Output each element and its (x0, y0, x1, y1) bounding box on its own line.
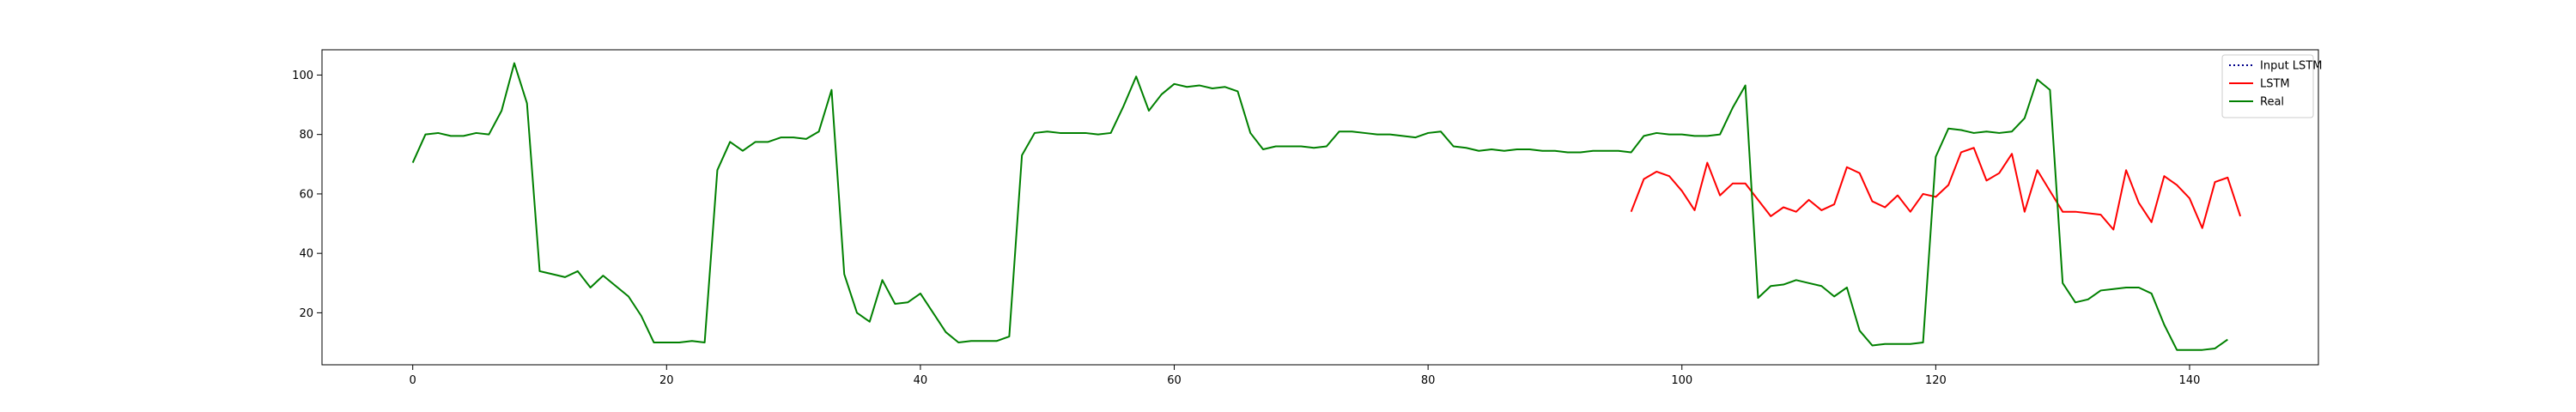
legend-label-real: Real (2260, 96, 2284, 109)
legend-label-lstm: LSTM (2260, 78, 2290, 91)
x-tick-label: 120 (1925, 374, 1947, 387)
x-tick-label: 80 (1421, 374, 1436, 387)
y-tick-label: 40 (299, 248, 313, 261)
x-tick-label: 100 (1671, 374, 1692, 387)
plot-area (322, 50, 2318, 365)
x-tick-label: 20 (659, 374, 674, 387)
legend-label-input-lstm: Input LSTM (2260, 60, 2322, 73)
y-tick-label: 60 (299, 188, 313, 201)
plot-frame (321, 49, 2319, 366)
x-tick-label: 140 (2179, 374, 2201, 387)
series-line-lstm (1630, 147, 2242, 231)
series-layer (411, 62, 2242, 351)
axes-layer: 0 20 40 60 80 100 120 140 20 40 60 80 100 (292, 70, 2200, 387)
x-tick-label: 0 (410, 374, 416, 387)
y-tick-label: 80 (299, 129, 313, 142)
y-tick-label: 100 (292, 70, 313, 82)
legend: Input LSTM LSTM Real (2221, 54, 2322, 118)
y-tick-label: 20 (299, 307, 313, 320)
x-tick-label: 40 (914, 374, 928, 387)
x-tick-label: 60 (1167, 374, 1182, 387)
series-line-real (411, 62, 2228, 351)
